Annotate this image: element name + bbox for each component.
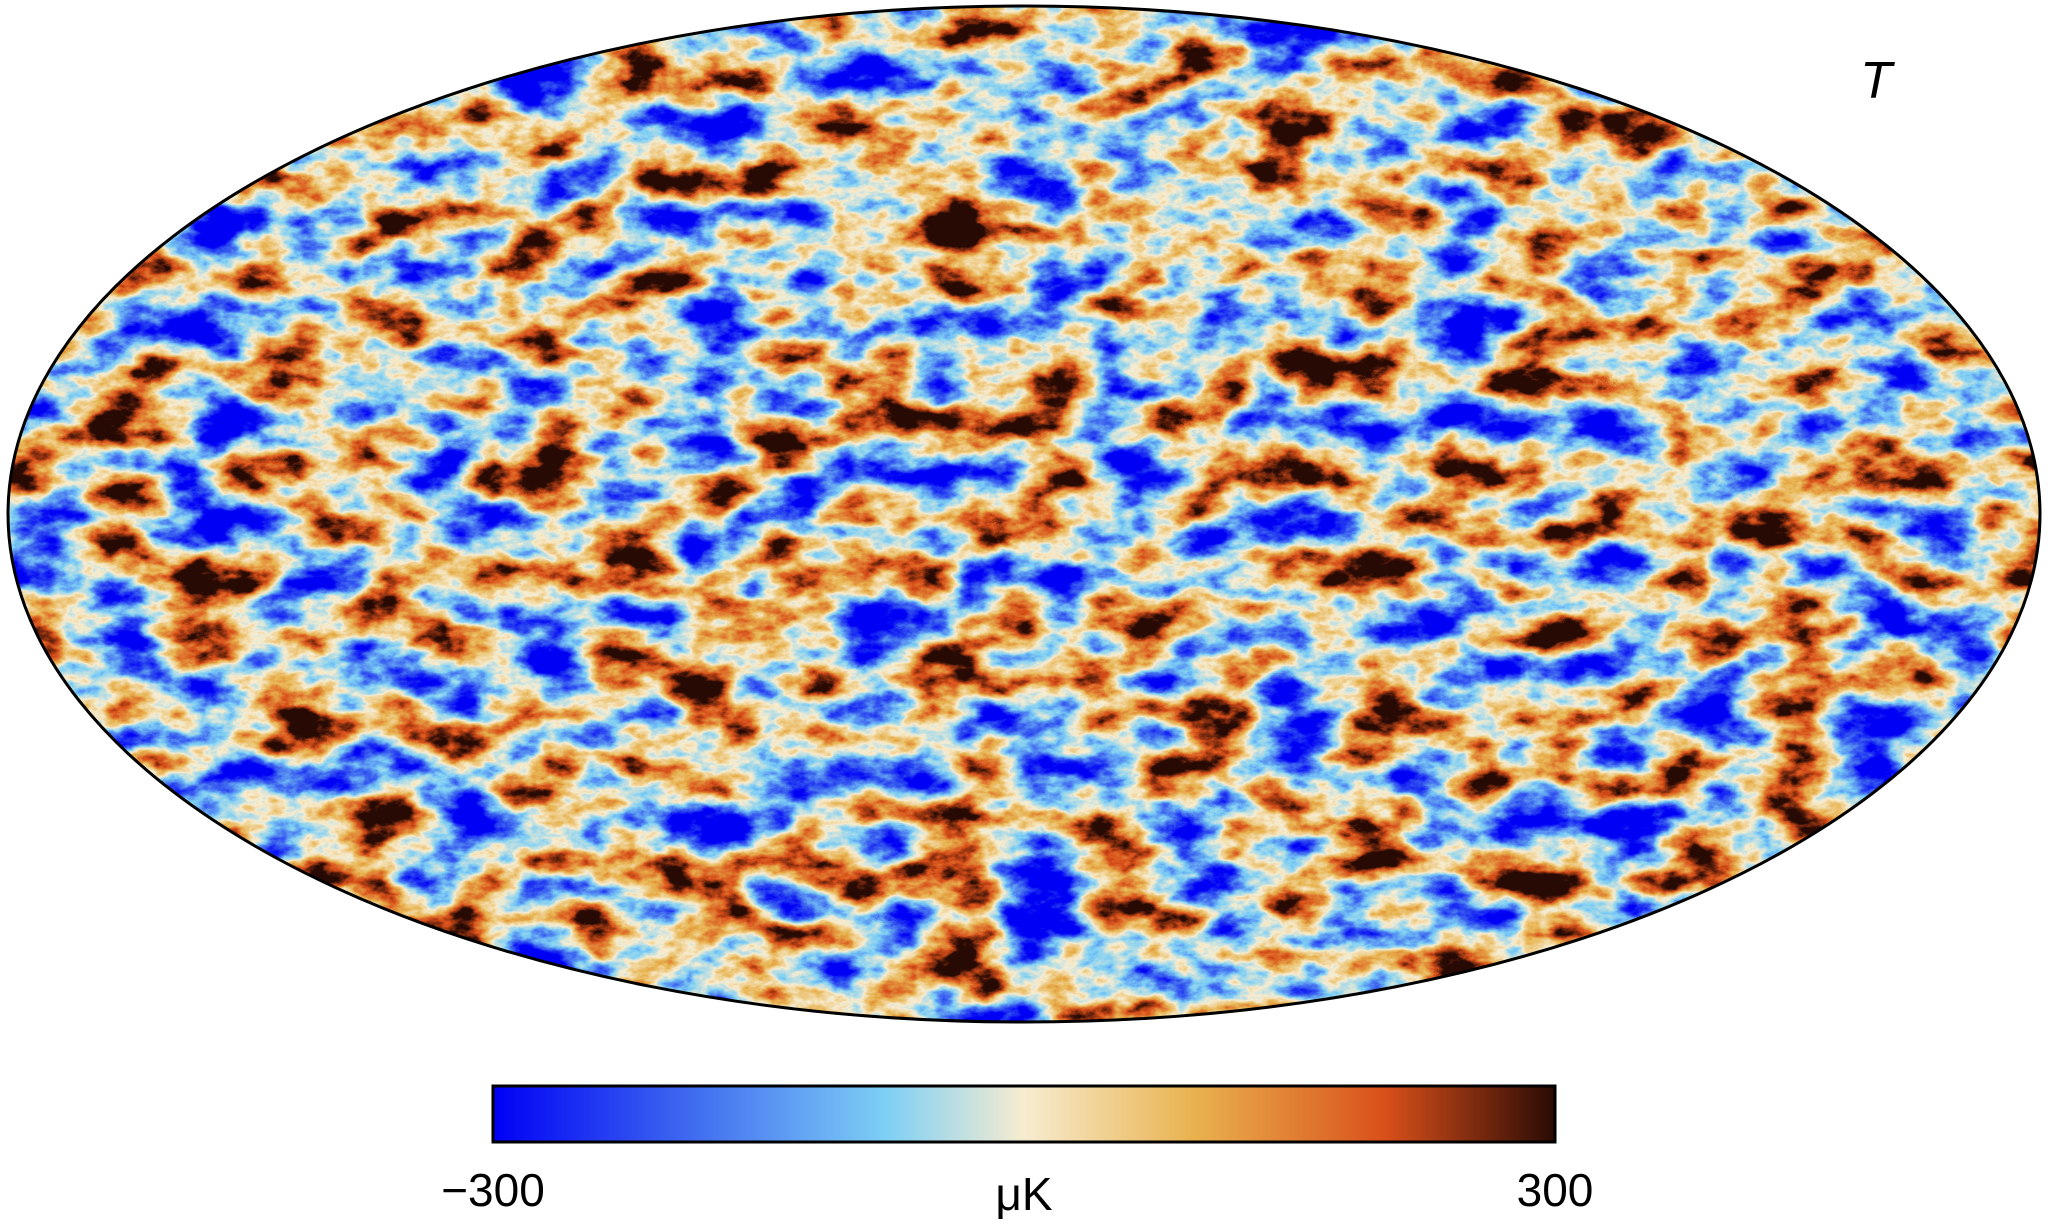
colorbar-min-label: −300 [441, 1164, 545, 1216]
colorbar: −300 μK 300 [441, 1084, 1594, 1220]
temperature-field [8, 6, 2040, 1022]
sky-map [8, 6, 2040, 1022]
colorbar-max-label: 300 [1517, 1164, 1594, 1216]
sky-map-outline [6, 4, 2042, 1024]
map-label: T [1860, 52, 1895, 110]
colorbar-gradient [491, 1084, 1557, 1144]
colorbar-unit-label: μK [995, 1168, 1053, 1220]
